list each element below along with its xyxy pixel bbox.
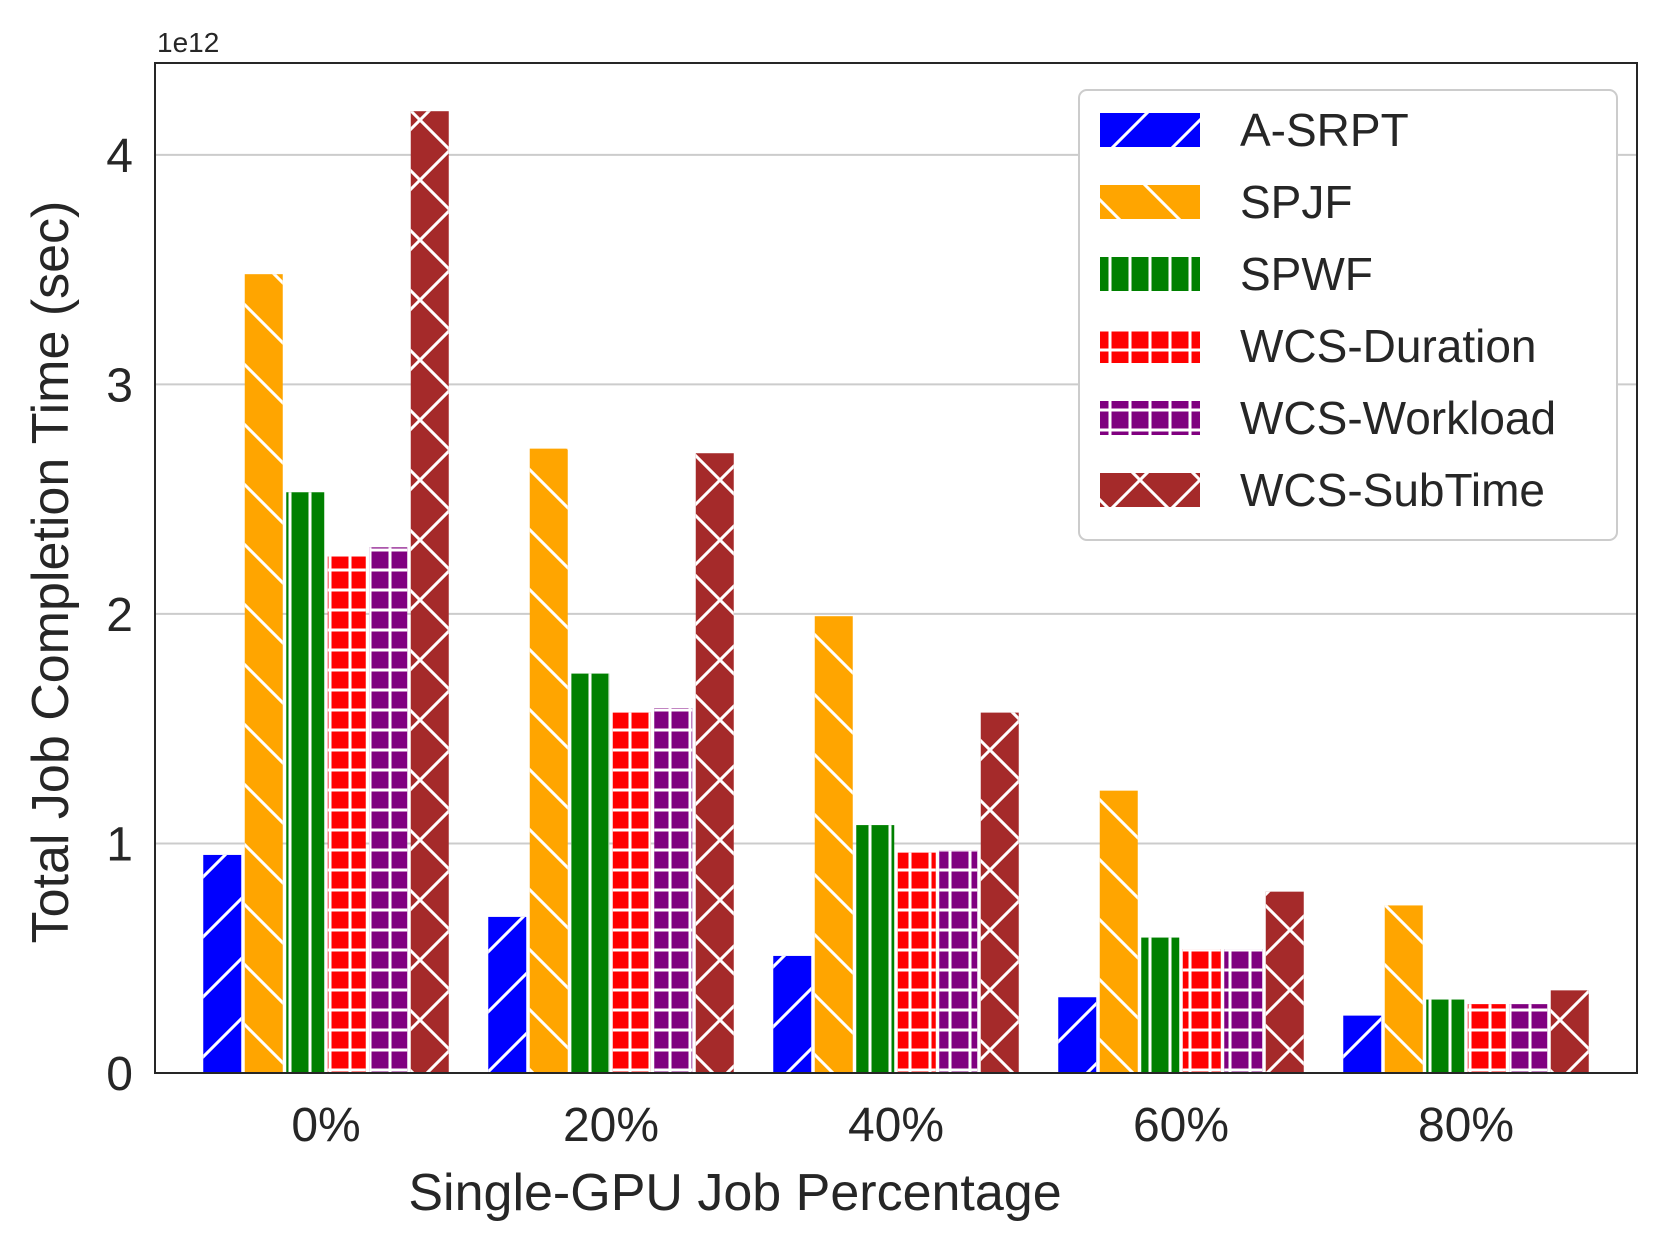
bar-hatch: [203, 854, 242, 1073]
legend-label: SPJF: [1240, 176, 1352, 228]
bar-hatch: [1058, 997, 1097, 1073]
legend-label: SPWF: [1240, 248, 1373, 300]
legend-swatch-hatch: [1100, 329, 1200, 363]
legend-frame: [1078, 89, 1618, 541]
legend: A-SRPT SPJF SPWF WCS-Duration WCS-Workload WC…: [1078, 89, 1618, 541]
bar-hatch: [856, 825, 895, 1073]
bar-hatch: [244, 274, 283, 1073]
y-tick-label: 4: [106, 130, 133, 183]
legend-swatch-hatch: [1100, 473, 1200, 507]
bar-hatch: [327, 556, 366, 1073]
legend-label: A-SRPT: [1240, 104, 1409, 156]
bar-hatch: [1182, 949, 1221, 1073]
bar-hatch: [1384, 905, 1423, 1073]
y-axis-label: Total Job Completion Time (sec): [22, 201, 80, 944]
legend-swatch-hatch: [1100, 185, 1200, 219]
bar-hatch: [571, 673, 610, 1073]
legend-swatch-hatch: [1100, 257, 1200, 291]
bars: [203, 111, 1589, 1074]
bar-hatch: [529, 448, 568, 1073]
y-tick-label: 1: [106, 818, 133, 871]
x-tick-label: 0%: [291, 1099, 360, 1152]
bar-hatch: [1467, 1004, 1506, 1073]
bar-hatch: [1224, 949, 1263, 1073]
x-tick-label: 60%: [1133, 1099, 1229, 1152]
bar-hatch: [939, 850, 978, 1073]
y-tick-label: 2: [106, 589, 133, 642]
y-tick-label: 0: [106, 1048, 133, 1101]
legend-label: WCS-SubTime: [1240, 464, 1545, 516]
bar-hatch: [1141, 937, 1180, 1073]
x-axis-label: Single-GPU Job Percentage: [408, 1164, 1061, 1222]
bar-hatch: [369, 547, 408, 1073]
x-tick-labels: 0% 20% 40% 60% 80%: [291, 1099, 1514, 1152]
x-tick-label: 40%: [848, 1099, 944, 1152]
bar-hatch: [980, 712, 1019, 1073]
bar-hatch: [612, 712, 651, 1073]
bar-hatch: [773, 955, 812, 1073]
x-tick-label: 80%: [1418, 1099, 1514, 1152]
bar-hatch: [286, 492, 325, 1073]
legend-label: WCS-Duration: [1240, 320, 1537, 372]
legend-swatch-hatch: [1100, 401, 1200, 435]
plot-frame: [154, 62, 1638, 1074]
bar-hatch: [695, 453, 734, 1073]
y-tick-labels: 0 1 2 3 4: [106, 130, 133, 1101]
bar-hatch: [1509, 1004, 1548, 1073]
legend-label: WCS-Workload: [1240, 392, 1556, 444]
x-tick-label: 20%: [563, 1099, 659, 1152]
bar-hatch: [1265, 891, 1304, 1073]
bar-hatch: [897, 852, 936, 1073]
bar-hatch: [654, 708, 693, 1073]
bar-hatch: [488, 916, 527, 1073]
y-tick-label: 3: [106, 359, 133, 412]
bar-hatch: [1343, 1015, 1382, 1073]
bar-hatch: [1426, 999, 1465, 1073]
y-offset-label: 1e12: [157, 27, 219, 58]
bar-hatch: [410, 111, 449, 1074]
bar-hatch: [1550, 990, 1589, 1073]
bar-hatch: [814, 616, 853, 1073]
bar-hatch: [1099, 790, 1138, 1073]
legend-swatch-hatch: [1100, 113, 1200, 147]
